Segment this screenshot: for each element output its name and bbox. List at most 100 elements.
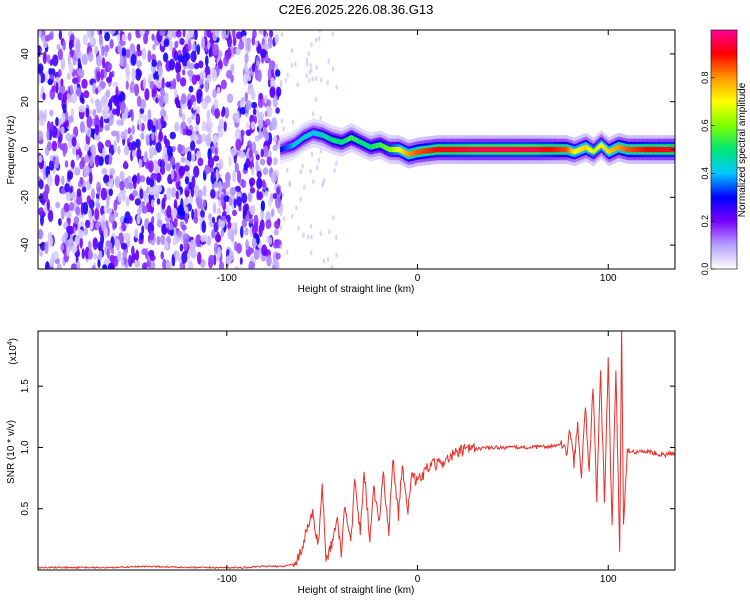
- signal-track-cell: [372, 143, 375, 149]
- heatmap-cell: [70, 92, 78, 104]
- heatmap-cell: [257, 99, 264, 108]
- heatmap-cell: [38, 63, 44, 74]
- heatmap-cell: [187, 260, 194, 269]
- signal-track-cell: [409, 151, 411, 157]
- heatmap-cell: [81, 53, 88, 66]
- signal-track-cell: [367, 143, 369, 149]
- signal-track-cell: [312, 130, 314, 136]
- heatmap-cell: [147, 108, 152, 121]
- heatmap-cell: [190, 186, 195, 198]
- heatmap-cell: [186, 59, 191, 70]
- signal-track-cell: [656, 146, 658, 153]
- heatmap-cell: [308, 78, 311, 84]
- heatmap-cell: [211, 229, 216, 239]
- signal-track-cell: [651, 146, 653, 153]
- signal-track-cell: [496, 146, 498, 153]
- heatmap-cell: [200, 133, 207, 142]
- signal-track-cell: [544, 146, 546, 153]
- signal-track-cell: [431, 147, 433, 153]
- heatmap-cell: [212, 134, 219, 144]
- heatmap-cell: [68, 225, 74, 235]
- heatmap-cell: [124, 177, 130, 190]
- heatmap-cell: [190, 50, 197, 63]
- signal-track-cell: [663, 146, 665, 153]
- signal-track-cell: [610, 147, 613, 154]
- heatmap-cell: [100, 68, 104, 81]
- heatmap-cell: [193, 134, 199, 142]
- heatmap-cell: [89, 36, 94, 46]
- signal-track-cell: [385, 145, 387, 151]
- heatmap-cell: [101, 220, 106, 232]
- heatmap-cell: [86, 115, 93, 128]
- heatmap-cell: [45, 70, 49, 84]
- signal-track-cell: [664, 146, 666, 153]
- snr-panel: -100 0 100 0.5 1.0 1.5 Height of straight li…: [6, 330, 676, 596]
- heatmap-cell: [51, 85, 55, 93]
- signal-track-cell: [573, 149, 575, 155]
- spectrogram-x-tick-label: -100: [217, 273, 237, 284]
- heatmap-cell: [183, 238, 188, 251]
- heatmap-cell: [164, 241, 169, 250]
- heatmap-cell: [179, 243, 184, 252]
- signal-track-cell: [456, 146, 458, 153]
- heatmap-cell: [153, 164, 160, 174]
- signal-track-cell: [288, 144, 290, 150]
- heatmap-cell: [69, 39, 75, 49]
- heatmap-cell: [207, 156, 215, 168]
- heatmap-cell: [67, 53, 71, 66]
- signal-track-cell: [438, 146, 440, 153]
- signal-track-cell: [411, 150, 414, 156]
- heatmap-cell: [217, 246, 221, 259]
- heatmap-cell: [48, 159, 55, 171]
- heatmap-cell: [128, 254, 133, 267]
- heatmap-cell: [97, 259, 101, 268]
- signal-track-cell: [630, 146, 632, 153]
- heatmap-cell: [179, 263, 184, 269]
- heatmap-cell: [148, 160, 154, 173]
- heatmap-cell: [109, 71, 113, 79]
- signal-track-cell: [432, 147, 434, 153]
- heatmap-cell: [175, 61, 181, 74]
- signal-track-cell: [283, 145, 285, 151]
- signal-track-cell: [401, 148, 403, 154]
- heatmap-cell: [251, 237, 257, 249]
- heatmap-cell: [214, 108, 221, 119]
- heatmap-cell: [330, 264, 333, 269]
- signal-track-cell: [590, 147, 592, 153]
- heatmap-cell: [288, 181, 291, 187]
- signal-track-cell: [589, 146, 591, 153]
- signal-track-cell: [328, 135, 330, 141]
- heatmap-cell: [315, 165, 319, 171]
- signal-track-cell: [434, 147, 436, 153]
- heatmap-cell: [163, 92, 169, 105]
- heatmap-cell: [66, 93, 71, 100]
- heatmap-cell: [57, 48, 64, 61]
- heatmap-cell: [60, 243, 65, 252]
- heatmap-cell: [218, 180, 223, 194]
- heatmap-cell: [223, 121, 227, 132]
- heatmap-cell: [205, 55, 209, 67]
- signal-track-cell: [307, 132, 309, 138]
- signal-track-cell: [326, 134, 328, 140]
- heatmap-cell: [232, 30, 236, 38]
- heatmap-cell: [239, 101, 245, 108]
- heatmap-cell: [296, 82, 299, 88]
- heatmap-cell: [60, 126, 65, 135]
- heatmap-cell: [149, 178, 155, 188]
- signal-track-cell: [562, 146, 565, 153]
- colorbar-label: Normalized spectral amplitude: [737, 82, 748, 217]
- heatmap-cell: [232, 36, 237, 47]
- colorbar-frame: [710, 29, 738, 270]
- heatmap-cell: [265, 219, 272, 230]
- heatmap-cell: [273, 135, 278, 144]
- heatmap-cell: [70, 191, 77, 200]
- heatmap-cell: [216, 231, 220, 243]
- heatmap-cell: [38, 130, 44, 141]
- heatmap-cell: [286, 249, 289, 255]
- signal-track-cell: [430, 147, 432, 153]
- signal-track-cell: [631, 146, 633, 153]
- heatmap-cell: [106, 196, 110, 209]
- heatmap-cell: [245, 158, 251, 169]
- heatmap-cell: [64, 183, 70, 193]
- heatmap-cell: [187, 38, 192, 51]
